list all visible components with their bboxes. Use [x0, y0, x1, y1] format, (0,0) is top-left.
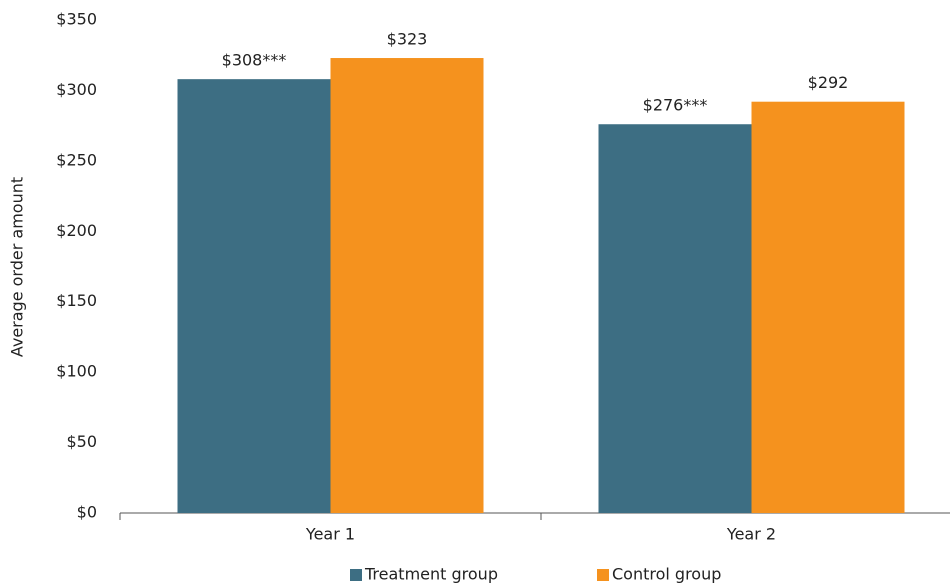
bar — [751, 101, 905, 513]
y-tick-label: $200 — [56, 221, 97, 240]
legend-swatch — [597, 569, 609, 581]
y-tick-label: $0 — [77, 503, 97, 522]
y-tick-label: $150 — [56, 291, 97, 310]
x-tick-label: Year 1 — [305, 525, 355, 544]
value-label: $308*** — [222, 51, 287, 70]
legend-label: Treatment group — [364, 565, 498, 584]
legend-label: Control group — [612, 565, 721, 584]
bar — [598, 124, 752, 513]
value-label: $323 — [387, 30, 428, 49]
y-tick-label: $250 — [56, 150, 97, 169]
y-tick-label: $300 — [56, 80, 97, 99]
value-label: $292 — [808, 73, 849, 92]
y-tick-label: $100 — [56, 362, 97, 381]
y-tick-label: $50 — [66, 432, 97, 451]
bar — [177, 79, 331, 513]
y-axis-title: Average order amount — [8, 177, 27, 357]
legend-swatch — [350, 569, 362, 581]
value-label: $276*** — [643, 96, 708, 115]
y-tick-label: $350 — [56, 10, 97, 29]
x-tick-label: Year 2 — [726, 525, 776, 544]
bar — [330, 58, 484, 513]
